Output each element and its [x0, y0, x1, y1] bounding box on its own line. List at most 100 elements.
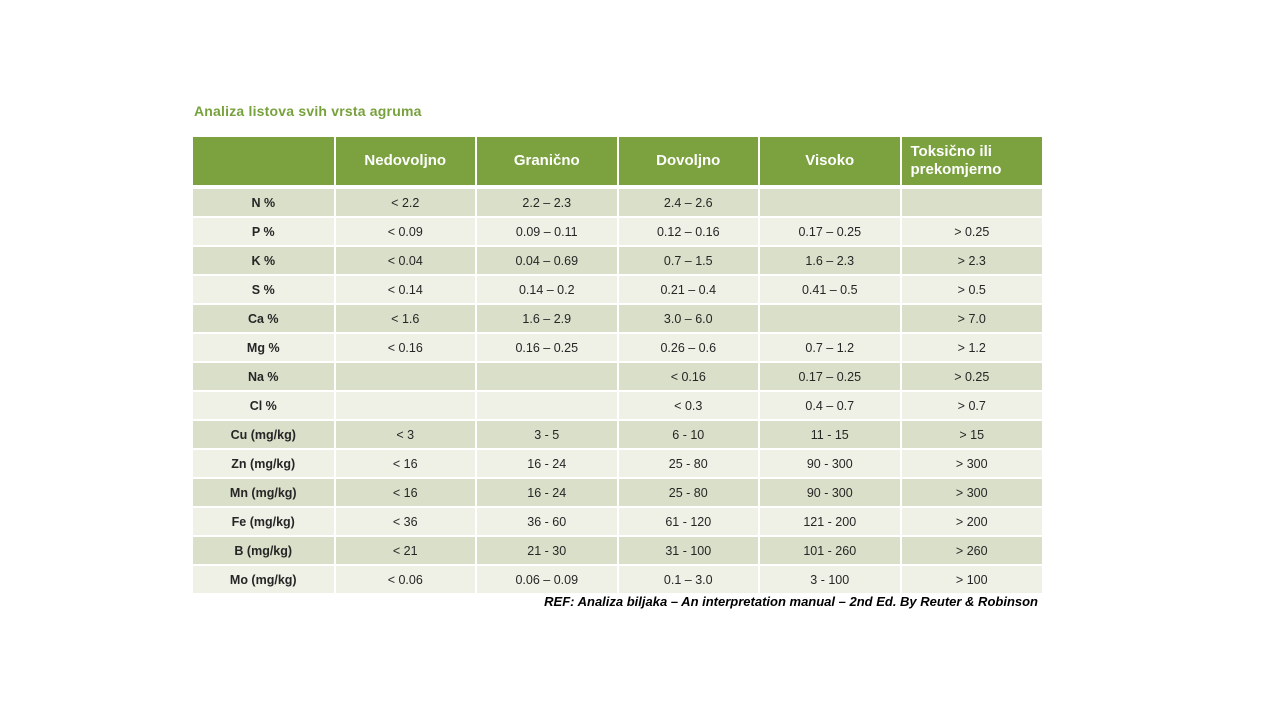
table-cell: > 0.25 [899, 216, 1042, 247]
table-cell: > 100 [899, 564, 1042, 595]
table-cell: 6 - 10 [616, 419, 760, 450]
table-cell: > 0.7 [899, 390, 1042, 421]
table-cell: < 1.6 [333, 303, 477, 334]
row-label: Mo (mg/kg) [193, 564, 336, 595]
table-row: Ca % < 1.6 1.6 – 2.9 3.0 – 6.0 > 7.0 [193, 303, 1042, 334]
table-cell: 0.1 – 3.0 [616, 564, 760, 595]
table-cell [475, 361, 619, 392]
table-cell: 16 - 24 [475, 477, 619, 508]
table-row: Fe (mg/kg) < 36 36 - 60 61 - 120 121 - 200 > … [193, 506, 1042, 537]
table-cell: 3.0 – 6.0 [616, 303, 760, 334]
table-cell: < 21 [333, 535, 477, 566]
row-label: S % [193, 274, 336, 305]
table-cell: > 0.5 [899, 274, 1042, 305]
row-label: Mg % [193, 332, 336, 363]
table-cell: 3 - 5 [475, 419, 619, 450]
table-cell: > 1.2 [899, 332, 1042, 363]
table-row: Mo (mg/kg) < 0.06 0.06 – 0.09 0.1 – 3.0 3 - … [193, 564, 1042, 595]
column-header [193, 135, 336, 189]
column-header: Nedovoljno [333, 135, 477, 189]
table-cell: > 0.25 [899, 361, 1042, 392]
row-label: Fe (mg/kg) [193, 506, 336, 537]
row-label: Zn (mg/kg) [193, 448, 336, 479]
table-row: K % < 0.04 0.04 – 0.69 0.7 – 1.5 1.6 – 2.3 > … [193, 245, 1042, 276]
table-cell: 61 - 120 [616, 506, 760, 537]
table-cell: 1.6 – 2.9 [475, 303, 619, 334]
table-cell: < 0.14 [333, 274, 477, 305]
column-header: Dovoljno [616, 135, 760, 189]
table-row: Mg % < 0.16 0.16 – 0.25 0.26 – 0.6 0.7 – 1.2… [193, 332, 1042, 363]
table-cell: < 16 [333, 477, 477, 508]
table-cell: > 15 [899, 419, 1042, 450]
table-cell: > 200 [899, 506, 1042, 537]
table-cell [758, 303, 902, 334]
table-cell: 1.6 – 2.3 [758, 245, 902, 276]
table-cell: < 0.16 [333, 332, 477, 363]
table-cell [899, 186, 1042, 218]
table-cell: > 2.3 [899, 245, 1042, 276]
table-cell: 0.7 – 1.5 [616, 245, 760, 276]
table-cell: < 3 [333, 419, 477, 450]
table-cell: 0.12 – 0.16 [616, 216, 760, 247]
table-cell: > 300 [899, 477, 1042, 508]
row-label: Na % [193, 361, 336, 392]
table-cell: < 0.06 [333, 564, 477, 595]
table-cell: < 0.09 [333, 216, 477, 247]
table-cell: 25 - 80 [616, 477, 760, 508]
table-cell [475, 390, 619, 421]
row-label: K % [193, 245, 336, 276]
table-cell [758, 186, 902, 218]
reference-note: REF: Analiza biljaka – An interpretation… [544, 594, 1038, 609]
nutrient-table: Nedovoljno Granično Dovoljno Visoko Toksično… [193, 135, 1042, 595]
table-cell: 0.41 – 0.5 [758, 274, 902, 305]
table-body: N % < 2.2 2.2 – 2.3 2.4 – 2.6 P % < 0.09 0.09 … [193, 186, 1042, 595]
table-row: P % < 0.09 0.09 – 0.11 0.12 – 0.16 0.17 – 0.… [193, 216, 1042, 247]
table-cell: 121 - 200 [758, 506, 902, 537]
table-cell: 0.21 – 0.4 [616, 274, 760, 305]
table-cell: 0.16 – 0.25 [475, 332, 619, 363]
table-cell: 0.06 – 0.09 [475, 564, 619, 595]
table-cell: 11 - 15 [758, 419, 902, 450]
table-cell: > 300 [899, 448, 1042, 479]
table-cell: 21 - 30 [475, 535, 619, 566]
header-row: Nedovoljno Granično Dovoljno Visoko Toksično… [193, 135, 1042, 189]
row-label: Cu (mg/kg) [193, 419, 336, 450]
table-cell: 101 - 260 [758, 535, 902, 566]
column-header: Toksično ili prekomjerno [899, 135, 1042, 189]
table-cell [333, 361, 477, 392]
table-cell: 0.17 – 0.25 [758, 361, 902, 392]
row-label: Cl % [193, 390, 336, 421]
row-label: B (mg/kg) [193, 535, 336, 566]
table-cell: 25 - 80 [616, 448, 760, 479]
nutrient-table-container: Nedovoljno Granično Dovoljno Visoko Toksično… [193, 135, 1042, 595]
table-cell [333, 390, 477, 421]
table-header: Nedovoljno Granično Dovoljno Visoko Toksično… [193, 135, 1042, 189]
table-cell: 0.14 – 0.2 [475, 274, 619, 305]
table-cell: 16 - 24 [475, 448, 619, 479]
table-cell: 3 - 100 [758, 564, 902, 595]
table-cell: 31 - 100 [616, 535, 760, 566]
table-cell: 0.04 – 0.69 [475, 245, 619, 276]
table-cell: > 260 [899, 535, 1042, 566]
table-row: Mn (mg/kg) < 16 16 - 24 25 - 80 90 - 300 > 30… [193, 477, 1042, 508]
table-cell: < 2.2 [333, 186, 477, 218]
table-cell: 90 - 300 [758, 477, 902, 508]
table-cell: 2.2 – 2.3 [475, 186, 619, 218]
table-cell: < 0.04 [333, 245, 477, 276]
column-header: Visoko [758, 135, 902, 189]
table-row: B (mg/kg) < 21 21 - 30 31 - 100 101 - 260 > 2… [193, 535, 1042, 566]
row-label: Ca % [193, 303, 336, 334]
table-cell: 2.4 – 2.6 [616, 186, 760, 218]
page-title: Analiza listova svih vrsta agruma [194, 103, 422, 119]
table-cell: > 7.0 [899, 303, 1042, 334]
table-row: Cl % < 0.3 0.4 – 0.7 > 0.7 [193, 390, 1042, 421]
table-cell: < 36 [333, 506, 477, 537]
row-label: Mn (mg/kg) [193, 477, 336, 508]
table-row: Na % < 0.16 0.17 – 0.25 > 0.25 [193, 361, 1042, 392]
table-row: Zn (mg/kg) < 16 16 - 24 25 - 80 90 - 300 > 30… [193, 448, 1042, 479]
table-cell: 0.09 – 0.11 [475, 216, 619, 247]
table-cell: < 0.16 [616, 361, 760, 392]
table-cell: < 16 [333, 448, 477, 479]
